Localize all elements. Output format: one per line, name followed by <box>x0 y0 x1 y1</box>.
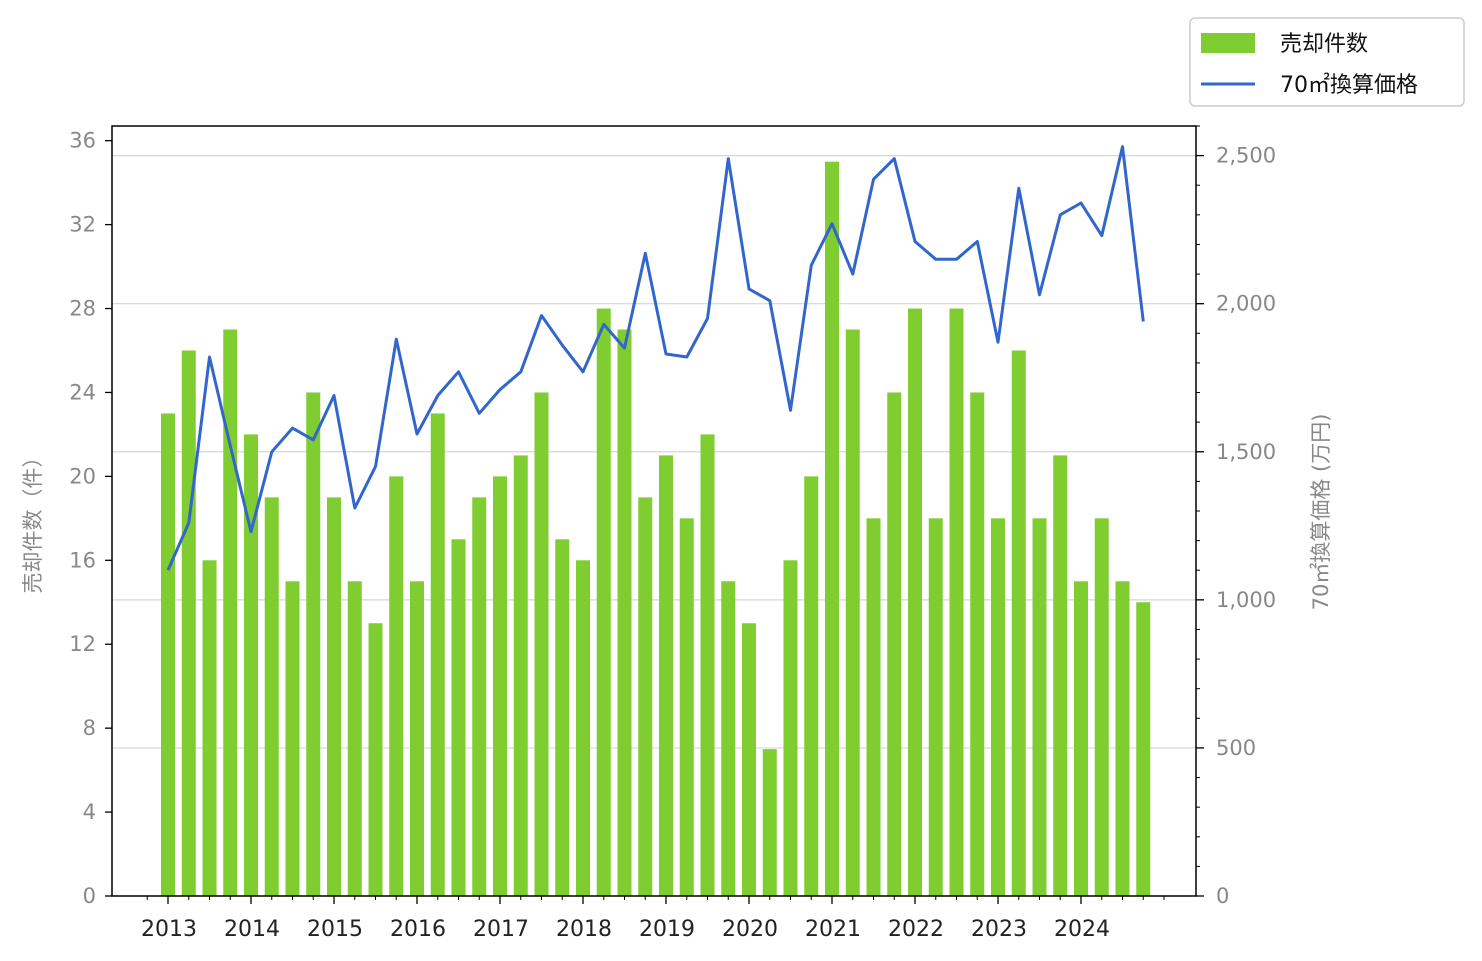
bar <box>430 413 445 896</box>
bar <box>264 497 279 896</box>
legend: 売却件数 70㎡換算価格 <box>1189 17 1465 107</box>
bar <box>327 497 341 896</box>
bar <box>659 455 673 896</box>
bar <box>285 581 300 896</box>
bar <box>596 308 611 896</box>
right-tick-label: 2,000 <box>1216 292 1276 316</box>
price-line <box>166 145 1145 571</box>
bar <box>576 560 590 896</box>
bar <box>804 476 819 896</box>
bar <box>991 518 1005 896</box>
bar <box>451 539 466 896</box>
bar <box>389 476 404 896</box>
bar <box>1094 518 1109 896</box>
left-tick-label: 28 <box>69 297 96 321</box>
bar <box>306 392 321 896</box>
bar <box>679 518 694 896</box>
bars-layer <box>161 161 1151 896</box>
x-tick-label: 2022 <box>888 917 944 942</box>
x-axis: 2013 2014 2015 2016 2017 2018 2019 2020 2021 2022… <box>141 896 1165 942</box>
left-tick-label: 24 <box>69 380 96 404</box>
legend-entry-line: 70㎡換算価格 <box>1280 72 1418 98</box>
left-axis-label: 売却件数（件） <box>21 447 45 594</box>
bar <box>638 497 653 896</box>
bar <box>513 455 528 896</box>
bar <box>161 413 175 896</box>
bar <box>970 392 985 896</box>
bar <box>949 308 964 896</box>
line-layer <box>166 145 1145 571</box>
bar <box>866 518 881 896</box>
bar <box>721 581 736 896</box>
bar <box>887 392 902 896</box>
x-tick-label: 2013 <box>141 917 197 942</box>
bar <box>368 623 383 896</box>
right-tick-label: 0 <box>1216 884 1229 908</box>
bar <box>762 749 777 896</box>
bar <box>493 476 507 896</box>
left-tick-label: 4 <box>83 800 96 824</box>
bar <box>928 518 943 896</box>
x-tick-label: 2020 <box>722 917 778 942</box>
left-tick-label: 16 <box>69 548 96 572</box>
left-tick-label: 36 <box>69 129 96 153</box>
x-tick-label: 2015 <box>307 917 363 942</box>
bar <box>534 392 549 896</box>
left-tick-label: 32 <box>69 213 96 237</box>
x-tick-label: 2021 <box>805 917 861 942</box>
bar <box>825 161 839 896</box>
bar <box>1011 350 1026 896</box>
x-tick-label: 2016 <box>390 917 446 942</box>
left-tick-label: 0 <box>83 884 96 908</box>
bar <box>783 560 798 896</box>
right-tick-label: 500 <box>1216 736 1256 760</box>
x-tick-label: 2018 <box>556 917 612 942</box>
bar <box>845 329 860 896</box>
legend-box <box>1189 17 1465 107</box>
bar <box>908 308 922 896</box>
bar <box>1074 581 1088 896</box>
legend-entry-bars: 売却件数 <box>1280 32 1368 57</box>
bar <box>1053 455 1068 896</box>
bar <box>244 434 258 896</box>
x-tick-label: 2017 <box>473 917 529 942</box>
bar <box>223 329 238 896</box>
left-tick-label: 8 <box>83 716 96 740</box>
bar <box>202 560 217 896</box>
bar <box>347 581 362 896</box>
left-tick-label: 20 <box>69 464 96 488</box>
bar <box>1032 518 1047 896</box>
right-axis-label: 70㎡換算価格 (万円) <box>1309 414 1333 611</box>
left-axis: 0 4 8 12 16 20 24 28 32 36 <box>69 129 112 908</box>
x-tick-label: 2024 <box>1054 917 1110 942</box>
right-tick-label: 1,500 <box>1216 440 1276 464</box>
bar <box>700 434 715 896</box>
right-tick-label: 1,000 <box>1216 588 1276 612</box>
right-tick-label: 2,500 <box>1216 144 1276 168</box>
legend-bar-swatch <box>1201 33 1255 53</box>
bar <box>617 329 632 896</box>
bar <box>742 623 756 896</box>
bar <box>472 497 487 896</box>
x-tick-label: 2019 <box>639 917 695 942</box>
bar <box>410 581 424 896</box>
x-tick-label: 2014 <box>224 917 280 942</box>
bar <box>1136 602 1151 896</box>
right-axis: 0 500 1,000 1,500 2,000 2,500 <box>1196 125 1276 908</box>
bar <box>181 350 196 896</box>
x-tick-label: 2023 <box>971 917 1027 942</box>
bar <box>1115 581 1130 896</box>
left-tick-label: 12 <box>69 632 96 656</box>
bar <box>555 539 570 896</box>
